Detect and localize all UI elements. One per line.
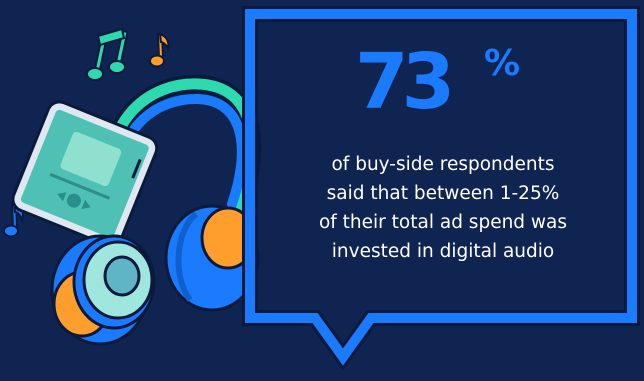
caption-line: invested in digital audio (331, 241, 555, 262)
caption-line: said that between 1-25% (326, 183, 560, 204)
music-note-icon (86, 27, 129, 81)
headphones-icon (164, 204, 260, 312)
stat-caption: of buy-side respondents said that betwee… (282, 150, 604, 266)
stat-unit: % (484, 43, 521, 84)
stat-figure: 73 % (355, 44, 530, 122)
music-note-icon (149, 32, 170, 68)
caption-line: of buy-side respondents (331, 154, 555, 175)
headphones-icon (50, 234, 156, 346)
stat-value: 73 (355, 38, 455, 127)
smartphone-icon (11, 100, 159, 248)
caption-line: of their total ad spend was (318, 212, 568, 233)
